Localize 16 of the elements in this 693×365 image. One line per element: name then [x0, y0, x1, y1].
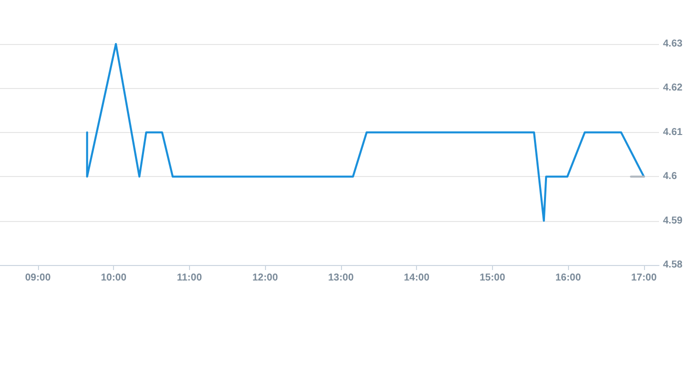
y-tick-label: 4.6	[663, 171, 678, 182]
x-tick-label: 13:00	[328, 272, 354, 284]
y-tick-label: 4.63	[663, 38, 683, 50]
x-tick-label: 17:00	[631, 272, 658, 284]
line-series	[86, 43, 645, 222]
y-tick-label: 4.59	[663, 215, 683, 226]
y-tick-label: 4.58	[663, 260, 683, 270]
x-tick-label: 15:00	[480, 272, 506, 284]
x-tick-label: 14:00	[404, 272, 430, 284]
x-tick-label: 11:00	[176, 272, 202, 284]
x-tick-label: 09:00	[25, 272, 52, 284]
x-tick-label: 10:00	[100, 272, 127, 284]
x-tick-label: 12:00	[252, 272, 278, 284]
y-tick-label: 4.62	[663, 82, 683, 94]
y-tick-label: 4.61	[663, 126, 683, 138]
x-tick-label: 16:00	[555, 272, 582, 284]
